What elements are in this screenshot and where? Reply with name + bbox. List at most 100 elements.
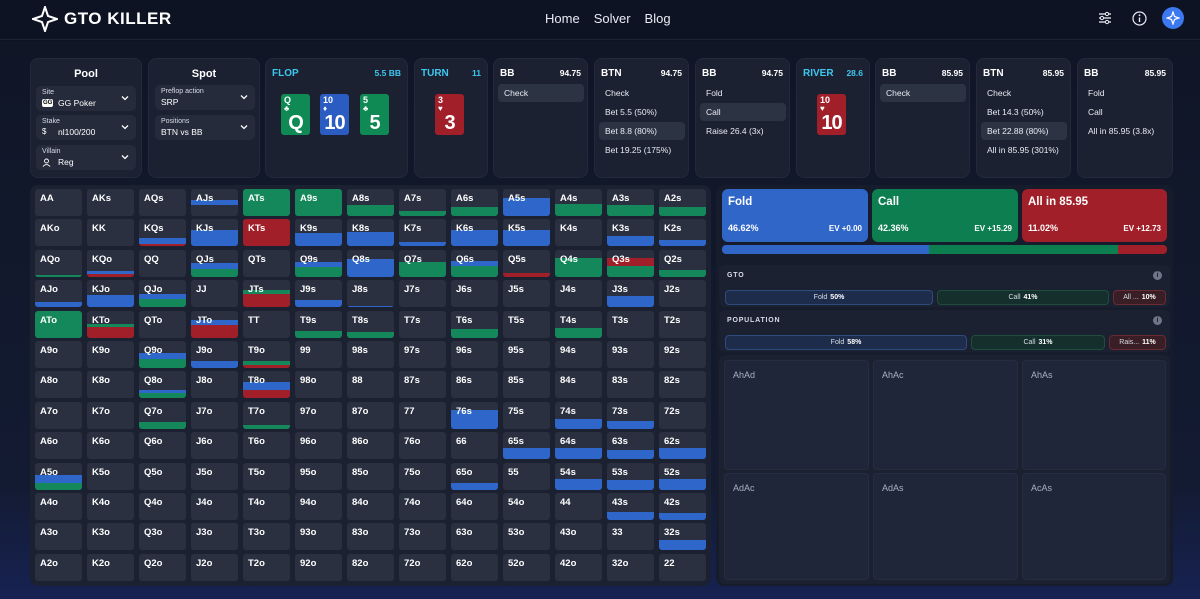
hand-cell[interactable]: KQs [139,219,186,247]
hand-cell[interactable]: Q9o [139,341,186,368]
hand-cell[interactable]: K2o [87,553,134,581]
hand-cell[interactable]: K8o [87,371,134,399]
hand-cell[interactable]: 88 [347,371,394,399]
hand-cell[interactable]: A2o [35,553,82,581]
hand-cell[interactable]: A6s [451,189,498,216]
hand-cell[interactable]: T7s [399,310,446,338]
hand-cell[interactable]: A5o [35,462,82,490]
hand-cell[interactable]: 77 [399,401,446,429]
fold-summary-card[interactable]: Fold 46.62% EV +0.00 [722,189,868,242]
nav-home-link[interactable]: Home [545,11,580,26]
brand-logo[interactable]: GTO KILLER [32,6,172,32]
hand-cell[interactable]: J3o [191,523,238,551]
hand-cell[interactable]: J2o [191,553,238,581]
hand-cell[interactable]: JJ [191,280,238,308]
hand-cell[interactable]: J6o [191,432,238,460]
hand-cell[interactable]: 43s [607,493,654,520]
hand-cell[interactable]: 65s [503,432,550,460]
hand-cell[interactable]: K6s [451,219,498,247]
hand-cell[interactable]: 32s [659,523,706,551]
hand-cell[interactable]: AA [35,189,82,216]
hand-cell[interactable]: A8s [347,189,394,216]
hand-cell[interactable]: Q3o [139,523,186,551]
hand-cell[interactable]: 63s [607,432,654,460]
hand-cell[interactable]: K5o [87,462,134,490]
hand-cell[interactable]: 62s [659,432,706,460]
hand-cell[interactable]: 85o [347,462,394,490]
hand-cell[interactable]: 53o [503,523,550,551]
hand-cell[interactable]: K4o [87,493,134,520]
hand-cell[interactable]: J5s [503,280,550,308]
hand-cell[interactable]: 66 [451,432,498,460]
combo-cell[interactable]: AdAs [873,473,1018,580]
hand-cell[interactable]: QJs [191,249,238,277]
hand-cell[interactable]: 96s [451,341,498,368]
hand-cell[interactable]: 63o [451,523,498,551]
hand-cell[interactable]: K8s [347,219,394,247]
hand-cell[interactable]: J9o [191,341,238,368]
hand-cell[interactable]: 98o [295,371,342,399]
info-icon[interactable]: i [1153,316,1162,325]
hand-cell[interactable]: J4o [191,493,238,520]
hand-cell[interactable]: K5s [503,219,550,247]
hand-cell[interactable]: 74s [555,401,602,429]
hand-cell[interactable]: 97o [295,401,342,429]
hand-cell[interactable]: T4s [555,310,602,338]
info-icon[interactable] [1128,7,1150,29]
hand-cell[interactable]: 84s [555,371,602,399]
hand-cell[interactable]: T2s [659,310,706,338]
hand-cell[interactable]: Q4o [139,493,186,520]
action-check[interactable]: Check [987,88,1012,98]
hand-cell[interactable]: 42o [555,553,602,581]
hand-cell[interactable]: ATo [35,310,82,338]
hand-cell[interactable]: Q5s [503,249,550,277]
action-bet-medium[interactable]: Bet 22.88 (80%) [981,122,1067,140]
hand-cell[interactable]: 96o [295,432,342,460]
hand-cell[interactable]: 73s [607,401,654,429]
hand-cell[interactable]: T8o [243,371,290,399]
hand-cell[interactable]: T3o [243,523,290,551]
hand-cell[interactable]: K4s [555,219,602,247]
hand-cell[interactable]: 82s [659,371,706,399]
hand-cell[interactable]: 75s [503,401,550,429]
action-fold[interactable]: Fold [706,88,723,98]
hand-cell[interactable]: A3o [35,523,82,551]
hand-cell[interactable]: J8s [347,280,394,308]
hand-cell[interactable]: 33 [607,523,654,551]
hand-cell[interactable]: 95o [295,462,342,490]
hand-cell[interactable]: 92s [659,341,706,368]
hand-cell[interactable]: A5s [503,189,550,216]
hand-cell[interactable]: J4s [555,280,602,308]
hand-cell[interactable]: 42s [659,493,706,520]
hand-cell[interactable]: 92o [295,553,342,581]
hand-cell[interactable]: T6s [451,310,498,338]
hand-cell[interactable]: K6o [87,432,134,460]
positions-dropdown[interactable]: Positions BTN vs BB [155,115,255,140]
hand-cell[interactable]: T6o [243,432,290,460]
hand-cell[interactable]: K2s [659,219,706,247]
action-fold[interactable]: Fold [1088,88,1105,98]
hand-cell[interactable]: 87o [347,401,394,429]
hand-cell[interactable]: AKo [35,219,82,247]
hand-cell[interactable]: 55 [503,462,550,490]
hand-cell[interactable]: J5o [191,462,238,490]
hand-cell[interactable]: 83o [347,523,394,551]
hand-cell[interactable]: A8o [35,371,82,399]
hand-cell[interactable]: 98s [347,341,394,368]
hand-cell[interactable]: 74o [399,493,446,520]
hand-cell[interactable]: Q7o [139,401,186,429]
hand-cell[interactable]: 43o [555,523,602,551]
hand-cell[interactable]: 86s [451,371,498,399]
hand-cell[interactable]: JTs [243,280,290,308]
hand-cell[interactable]: K3o [87,523,134,551]
hand-cell[interactable]: A4o [35,493,82,520]
hand-cell[interactable]: 83s [607,371,654,399]
hand-cell[interactable]: K7o [87,401,134,429]
hand-cell[interactable]: J9s [295,280,342,308]
hand-cell[interactable]: T2o [243,553,290,581]
hand-cell[interactable]: QJo [139,280,186,308]
hand-cell[interactable]: AJs [191,189,238,216]
hand-cell[interactable]: 53s [607,462,654,490]
combo-cell[interactable]: AcAs [1022,473,1166,580]
stake-dropdown[interactable]: Stake $ nl100/200 [36,115,136,140]
